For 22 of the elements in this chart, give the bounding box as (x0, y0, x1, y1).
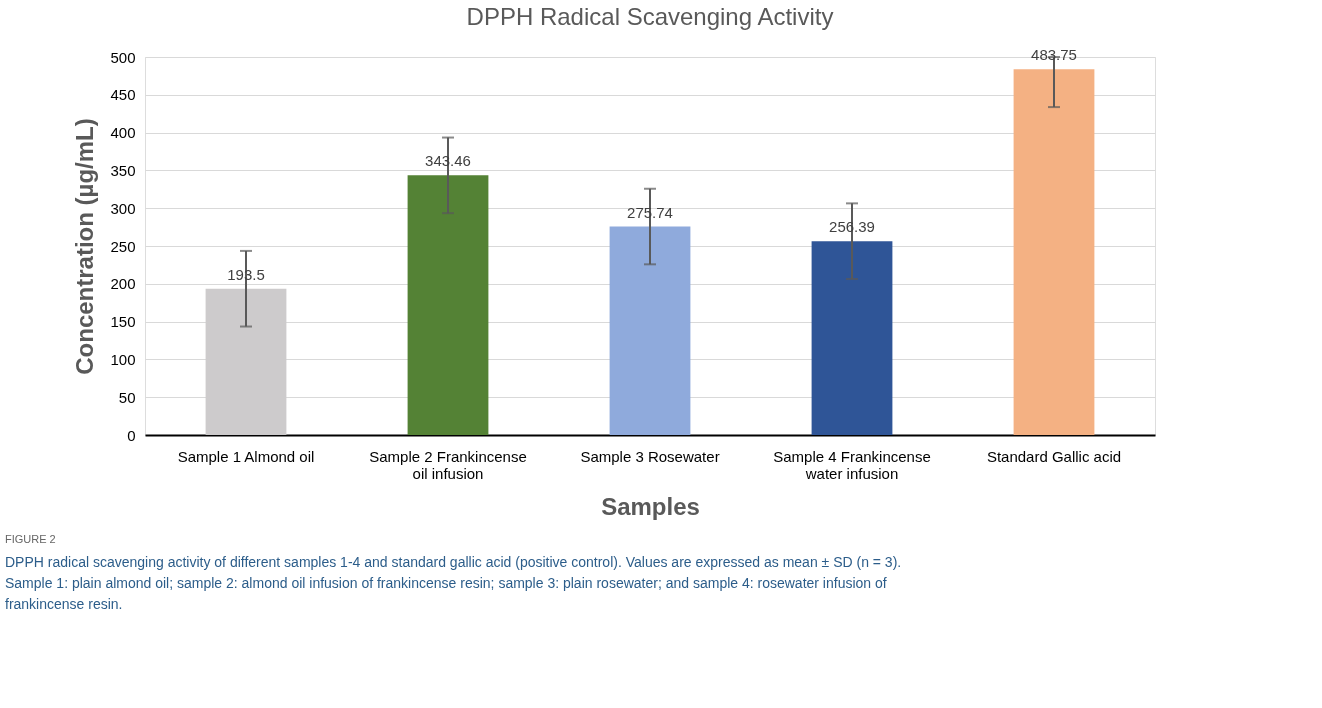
y-tick-label: 100 (110, 350, 136, 368)
text: DPPH radical scavenging activity of different samples 1-4 and standard gallic acid (positive control). Values are expressed as mean ± SD (n = 3). Sample 1: plain almond oil; sample 2: almond oil infusion of frankincense resin; sample 3: plain rosewater; and sample 4: rosewater infusion of frankincense resin. (5, 554, 902, 612)
data-label: 483.75 (1031, 46, 1077, 64)
y-axis-title: Concentration (µg/mL) (71, 118, 99, 375)
y-tick-label: 150 (110, 313, 136, 331)
x-tick-label: Sample 2 Frankincense oil infusion (369, 447, 527, 482)
y-tick-label: 0 (127, 426, 136, 444)
x-tick-label: Sample 4 Frankincense water infusion (773, 447, 931, 482)
x-tick-label: Sample 1 Almond oil (177, 447, 315, 465)
y-tick-label: 450 (110, 86, 136, 104)
y-tick-label: 350 (110, 161, 136, 179)
x-tick-label: Standard Gallic acid (986, 447, 1122, 465)
y-tick-label: 200 (110, 275, 136, 293)
chart-title: DPPH Radical Scavenging Activity (466, 3, 834, 31)
x-tick-label: Sample 3 Rosewater (580, 447, 720, 465)
y-tick-label: 250 (110, 237, 136, 255)
y-tick-label: 300 (110, 199, 136, 217)
y-tick-label: 500 (110, 48, 136, 66)
caption: FIGURE 2 (5, 533, 56, 545)
y-tick-label: 400 (110, 124, 136, 142)
y-tick-label: 50 (118, 388, 136, 406)
x-axis-title: Samples (601, 492, 700, 520)
